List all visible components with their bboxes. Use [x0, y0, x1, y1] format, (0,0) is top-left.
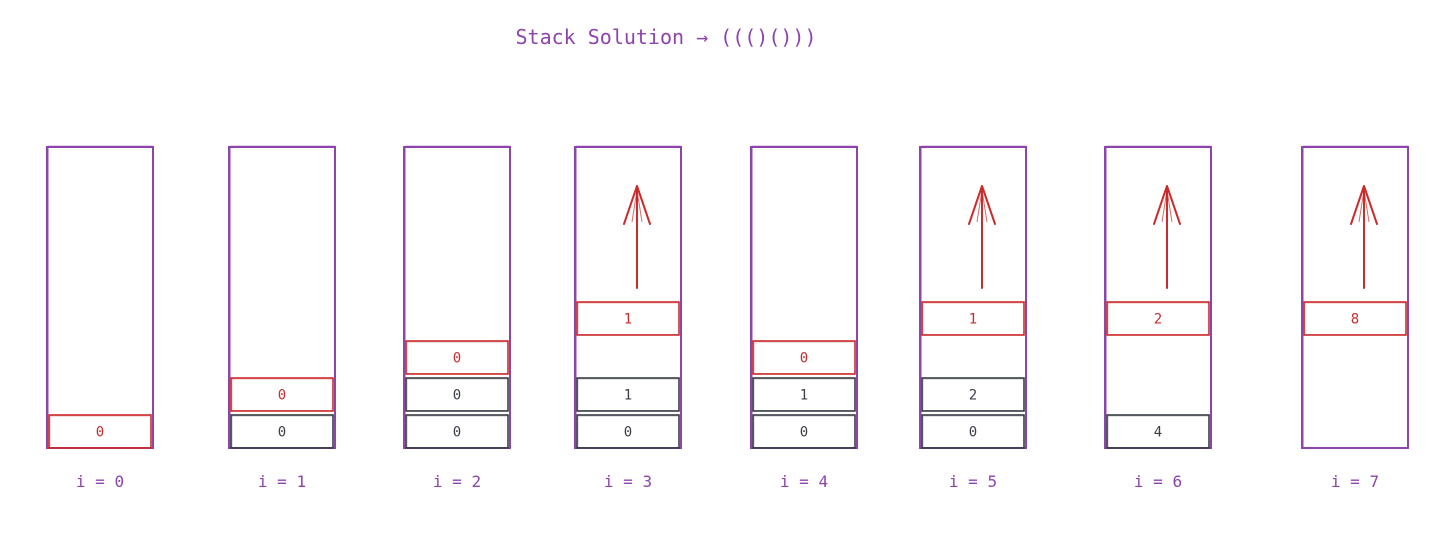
stack-cell-sketch	[1107, 415, 1210, 448]
popped-cell-value: 1	[969, 312, 977, 328]
popped-cell-sketch	[577, 302, 680, 335]
stack-container	[1301, 146, 1409, 449]
stack-step: 0 1 1 i = 3	[574, 145, 682, 491]
stack-container	[46, 146, 154, 449]
popped-cell-sketch	[922, 302, 1025, 335]
step-label: i = 3	[604, 472, 652, 491]
stack-step: 0 1 0 i = 4	[750, 145, 858, 491]
stack-step: 4 2 i = 6	[1104, 145, 1212, 491]
step-label: i = 0	[76, 472, 124, 491]
stack-cell-sketch	[49, 415, 152, 448]
popped-cell-sketch	[1304, 302, 1407, 335]
popped-cell: 2	[1106, 301, 1210, 336]
stack-cell-value: 0	[800, 425, 808, 441]
pop-arrow-icon	[1350, 185, 1378, 289]
stack-cell-value: 0	[278, 425, 286, 441]
stack-cell-sketch	[753, 378, 856, 411]
stack-cell-value: 0	[453, 425, 461, 441]
stack-cell-value: 1	[624, 388, 632, 404]
stack-cell-sketch	[753, 341, 856, 374]
stack-cell-sketch	[753, 415, 856, 448]
step-label: i = 2	[433, 472, 481, 491]
pop-arrow-icon	[1153, 185, 1181, 289]
stack-cell: 0	[921, 414, 1025, 449]
stack-container-sketch	[1303, 145, 1408, 449]
stack-steps: 0 i = 0 0 0 i = 1 0 0 0 i = 2 0 1 1 i = 3 0 1 0 i = 4 0 2 1…	[46, 145, 1409, 491]
popped-cell-value: 1	[624, 312, 632, 328]
step-label: i = 5	[949, 472, 997, 491]
stack-cell: 0	[230, 377, 334, 412]
popped-cell: 1	[576, 301, 680, 336]
pop-arrow-icon	[623, 185, 651, 289]
stack-step: 8 i = 7	[1301, 145, 1409, 491]
step-label: i = 1	[258, 472, 306, 491]
step-label: i = 4	[780, 472, 828, 491]
stack-cell: 1	[752, 377, 856, 412]
stack-cell-sketch	[577, 415, 680, 448]
stack-cell-sketch	[406, 415, 509, 448]
stack-cell-value: 0	[278, 388, 286, 404]
popped-cell-sketch	[1107, 302, 1210, 335]
stack-cell: 0	[230, 414, 334, 449]
stack-cell-value: 1	[800, 388, 808, 404]
stack-cell-value: 0	[453, 351, 461, 367]
stack-container	[1104, 146, 1212, 449]
stack-cell-sketch	[231, 378, 334, 411]
stack-cell-sketch	[922, 415, 1025, 448]
pop-arrow-icon	[968, 185, 996, 289]
stack-cell: 0	[576, 414, 680, 449]
stack-step: 0 0 i = 1	[228, 145, 336, 491]
stack-cell-sketch	[406, 378, 509, 411]
popped-cell-value: 8	[1351, 312, 1359, 328]
stack-cell-sketch	[406, 341, 509, 374]
popped-cell: 8	[1303, 301, 1407, 336]
stack-cell: 0	[405, 377, 509, 412]
stack-cell: 0	[752, 340, 856, 375]
stack-cell-sketch	[231, 415, 334, 448]
stack-cell-value: 0	[453, 388, 461, 404]
step-label: i = 6	[1134, 472, 1182, 491]
stack-cell: 0	[405, 340, 509, 375]
stack-cell-sketch	[922, 378, 1025, 411]
stack-cell-value: 2	[969, 388, 977, 404]
stack-cell-value: 0	[624, 425, 632, 441]
stack-step: 0 i = 0	[46, 145, 154, 491]
stack-step: 0 0 0 i = 2	[403, 145, 511, 491]
stack-cell-value: 0	[800, 351, 808, 367]
stack-cell: 0	[752, 414, 856, 449]
stack-cell-sketch	[577, 378, 680, 411]
stack-container-sketch	[1106, 145, 1211, 449]
diagram-title: Stack Solution → ((()()))	[515, 25, 816, 49]
stack-cell: 1	[576, 377, 680, 412]
popped-cell: 1	[921, 301, 1025, 336]
stack-cell: 2	[921, 377, 1025, 412]
stack-cell-value: 4	[1154, 425, 1162, 441]
stack-step: 0 2 1 i = 5	[919, 145, 1027, 491]
stack-cell-value: 0	[96, 425, 104, 441]
stack-container-sketch	[48, 145, 153, 449]
stack-cell: 0	[405, 414, 509, 449]
popped-cell-value: 2	[1154, 312, 1162, 328]
stack-cell: 0	[48, 414, 152, 449]
stack-cell-value: 0	[969, 425, 977, 441]
step-label: i = 7	[1331, 472, 1379, 491]
stack-cell: 4	[1106, 414, 1210, 449]
